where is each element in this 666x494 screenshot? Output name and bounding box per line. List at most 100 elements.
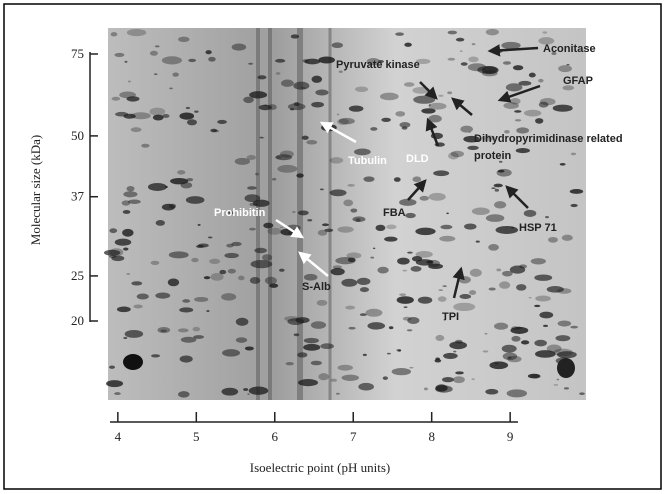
- gel-spot: [494, 362, 499, 365]
- annotation: protein: [474, 150, 512, 162]
- gel-spot: [235, 317, 249, 326]
- gel-spot: [168, 251, 189, 259]
- gel-spot: [467, 63, 487, 72]
- gel-spot: [535, 118, 544, 124]
- gel-spot: [417, 296, 433, 304]
- arrow: [497, 84, 541, 103]
- arrow: [407, 179, 427, 201]
- gel-spot: [510, 326, 529, 334]
- gel-spot: [510, 98, 521, 105]
- gel-spot: [161, 203, 176, 211]
- gel-spot: [570, 325, 578, 329]
- gel-spot: [303, 273, 318, 281]
- gel-spot: [227, 268, 237, 274]
- gel-spot: [133, 304, 143, 309]
- arrow: [505, 185, 529, 209]
- gel-spot: [126, 185, 135, 192]
- gel-spot: [109, 365, 115, 369]
- gel-spot: [311, 101, 324, 108]
- gel-spot: [415, 251, 433, 258]
- gel-spot: [455, 339, 463, 344]
- gel-spot: [379, 92, 399, 101]
- gel-spot: [182, 299, 191, 303]
- gel-spot: [443, 319, 446, 321]
- gel-spot: [114, 52, 125, 57]
- gel-spot: [415, 58, 431, 65]
- arrow: [487, 44, 539, 57]
- gel-spot: [346, 252, 362, 259]
- gel-spot: [539, 311, 554, 319]
- arrow: [275, 218, 305, 239]
- gel-spot: [468, 131, 472, 133]
- gel-spot: [570, 203, 578, 208]
- gel-spot: [467, 145, 479, 150]
- gel-spot: [254, 247, 267, 254]
- gel-spot: [494, 322, 509, 330]
- gel-spot: [316, 299, 328, 306]
- gel-spot: [341, 374, 360, 381]
- gel-spot: [110, 32, 118, 37]
- gel-spot: [324, 228, 334, 232]
- gel-spot: [263, 222, 274, 229]
- gel-spot: [264, 276, 277, 285]
- gel-spot: [494, 201, 507, 209]
- gel-spot: [111, 255, 125, 262]
- gel-spot: [538, 37, 555, 45]
- arrow: [451, 97, 473, 116]
- gel-spot: [523, 209, 537, 217]
- gel-spot: [267, 227, 282, 235]
- gel-spot: [161, 56, 182, 65]
- gel-spot: [338, 117, 355, 125]
- gel-spot: [123, 354, 143, 370]
- x-axis-label: Isoelectric point (pH units): [250, 460, 390, 475]
- gel-spot: [502, 270, 513, 277]
- gel-spot: [382, 376, 388, 380]
- gel-spot: [439, 235, 456, 242]
- gel-spot: [428, 104, 431, 106]
- gel-spot: [553, 384, 559, 386]
- gel-spot: [123, 191, 138, 198]
- gel-spot: [252, 199, 270, 207]
- gel-spot: [395, 111, 406, 117]
- gel-spot: [506, 389, 528, 398]
- gel-spot: [257, 75, 267, 80]
- gel-spot: [221, 293, 237, 301]
- gel-spot: [395, 32, 404, 36]
- annotation: S-Alb: [302, 281, 331, 293]
- gel-spot: [471, 378, 475, 381]
- gel-spot: [512, 65, 524, 71]
- gel-spot: [155, 292, 171, 299]
- gel-spot: [453, 302, 476, 312]
- gel-spot: [356, 277, 371, 286]
- gel-spot: [413, 95, 436, 104]
- gel-spot: [542, 31, 548, 34]
- gel-spot: [481, 135, 496, 141]
- gel-spot: [188, 58, 197, 63]
- gel-spot: [231, 43, 247, 51]
- gel-spot: [178, 36, 190, 43]
- gel-spot: [321, 223, 330, 227]
- gel-spot: [530, 374, 541, 379]
- gel-spot: [471, 207, 490, 215]
- gel-spot: [170, 177, 189, 185]
- gel-spot: [350, 208, 358, 213]
- gel-spot: [493, 183, 503, 188]
- gel-spot: [147, 183, 167, 191]
- gel-spot: [366, 57, 381, 66]
- gel-spot: [489, 361, 509, 370]
- gel-spot: [527, 373, 541, 379]
- gel-spot: [255, 172, 259, 176]
- gel-spot: [443, 352, 458, 359]
- gel-spot: [501, 344, 517, 353]
- gel-spot: [481, 70, 498, 77]
- gel-spot: [460, 125, 473, 133]
- gel-spot: [562, 85, 575, 91]
- gel-spot: [545, 216, 549, 219]
- gel-spot: [518, 80, 532, 86]
- gel-spot: [345, 305, 356, 310]
- gel-spot: [186, 177, 194, 182]
- gel-spot: [485, 28, 499, 36]
- arrow: [452, 266, 465, 299]
- gel-spot: [438, 289, 444, 292]
- gel-spot: [162, 114, 170, 118]
